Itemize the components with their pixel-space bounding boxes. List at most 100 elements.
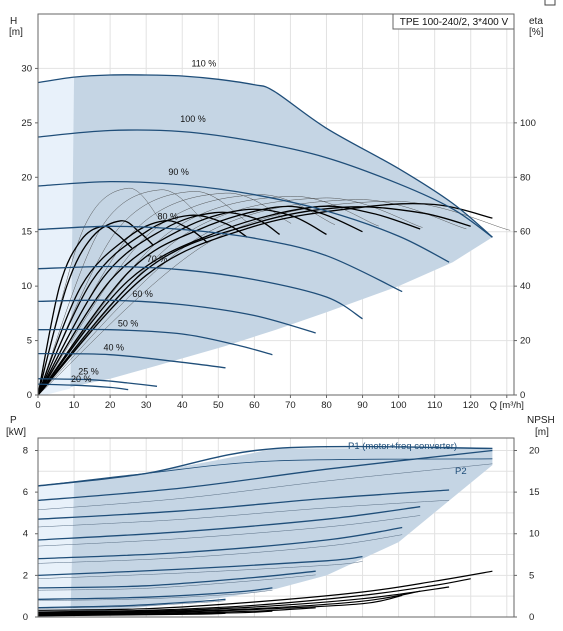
y-axis-tick-label: 10 <box>21 281 32 292</box>
chart-title-box <box>392 13 515 30</box>
npsh-curve <box>37 594 403 616</box>
efficiency-curve <box>37 220 154 396</box>
power-thin-curve <box>37 534 403 564</box>
power-thin-curve <box>37 574 316 591</box>
power-curve <box>37 598 226 609</box>
speed-curve-label: 90 % <box>168 167 189 177</box>
power-axis-ticks: 0 2 4 6 8 0 5 10 15 20 <box>23 445 540 623</box>
efficiency-curve <box>37 206 471 396</box>
speed-curve-label: 50 % <box>118 318 139 328</box>
efficiency-curve <box>37 208 327 396</box>
speed-curve <box>37 328 273 356</box>
x-axis-tick-label: 10 <box>69 400 80 411</box>
y2-axis-label-npsh: NPSH <box>527 415 555 426</box>
efficiency-thin-curve <box>37 200 511 396</box>
x-axis-tick-label: 100 <box>391 400 407 411</box>
power-curve <box>37 587 273 600</box>
efficiency-thin-curve <box>37 196 379 396</box>
speed-curve-label: 70 % <box>147 254 168 264</box>
npsh-curve <box>37 612 226 617</box>
npsh-curve <box>37 578 471 613</box>
efficiency-curve <box>37 205 363 396</box>
y-axis-tick-label: 0 <box>27 390 32 401</box>
y-axis-unit-power: [kW] <box>6 427 26 438</box>
power-curve <box>37 506 421 541</box>
y2-axis-tick-label: 60 <box>520 227 531 238</box>
power-curve <box>37 489 450 520</box>
y-axis-tick-label: 6 <box>23 487 28 498</box>
speed-curve <box>37 74 493 238</box>
npsh-curve <box>37 570 493 611</box>
speed-curve-label: 110 % <box>191 58 216 68</box>
npsh-curve <box>37 586 450 614</box>
power-thin-curve <box>37 499 450 528</box>
y-axis-tick-label: 30 <box>21 63 32 74</box>
speed-curve-label: 100 % <box>180 114 206 124</box>
x-axis-tick-label: 50 <box>213 400 224 411</box>
y-axis-tick-label: 25 <box>21 118 32 129</box>
y2-axis-tick-label: 80 <box>520 172 531 183</box>
y-axis-tick-label: 8 <box>23 445 28 456</box>
operating-area-low-flow <box>38 482 75 617</box>
x-axis-tick-label: 80 <box>321 400 332 411</box>
efficiency-curve <box>37 202 493 396</box>
speed-curve-label: 25 % <box>78 366 99 376</box>
power-thin-curve <box>37 589 273 601</box>
head-plot-frame <box>37 13 515 396</box>
efficiency-curve <box>37 211 280 396</box>
power-curve <box>37 526 403 560</box>
x-axis-tick-label: 20 <box>105 400 116 411</box>
y-axis-tick-label: 0 <box>23 612 28 623</box>
y2-axis-tick-label: 10 <box>529 529 540 540</box>
y-axis-tick-label: 20 <box>21 172 32 183</box>
power-npsh-chart: P [kW] NPSH [m] P1 (motor+freq converter… <box>6 415 555 623</box>
x-axis-tick-label: 40 <box>177 400 188 411</box>
x-axis-tick-label: 30 <box>141 400 152 411</box>
power-plot-frame <box>37 437 515 618</box>
chart-title: TPE 100-240/2, 3*400 V <box>400 17 509 28</box>
y2-axis-label-eta: eta <box>529 16 543 27</box>
efficiency-thin-curve <box>37 189 204 396</box>
operating-area <box>38 448 493 617</box>
efficiency-curve <box>37 205 421 396</box>
y-axis-unit-head: [m] <box>9 27 23 38</box>
speed-curve <box>37 383 129 391</box>
y-axis-tick-label: 5 <box>27 336 32 347</box>
x-axis-tick-label: 90 <box>357 400 368 411</box>
y-axis-label-power: P <box>10 415 17 426</box>
power-thin-curve <box>37 515 421 547</box>
speed-curve <box>37 180 450 263</box>
head-efficiency-chart: 110 %100 %90 %80 %70 %60 %50 %40 %25 %20… <box>9 13 544 411</box>
head-axis-ticks: 0 10 20 30 40 50 60 70 80 90 100 110 120 Q [m³/h]0510… <box>21 63 535 411</box>
x-axis-tick-label: 70 <box>285 400 296 411</box>
y2-axis-unit-npsh: [m] <box>535 427 549 438</box>
speed-curve <box>37 225 403 293</box>
speed-curve <box>37 129 493 238</box>
clipped-legend-marker <box>544 0 556 6</box>
y2-axis-tick-label: 20 <box>529 445 540 456</box>
power-curve <box>37 570 316 589</box>
y2-axis-tick-label: 20 <box>520 336 531 347</box>
x-axis-tick-label: 60 <box>249 400 260 411</box>
y2-axis-tick-label: 5 <box>529 570 534 581</box>
x-axis-tick-label: 110 <box>427 400 442 411</box>
y-axis-label-head: H <box>10 16 17 27</box>
y-axis-tick-label: 4 <box>23 529 28 540</box>
power-thin-curve <box>37 600 226 609</box>
x-axis-tick-label: 0 <box>35 400 40 411</box>
speed-curve <box>37 265 363 320</box>
speed-curve-label: 60 % <box>132 289 153 299</box>
x-axis-tick-label: 120 <box>463 400 479 411</box>
y2-axis-tick-label: 40 <box>520 281 531 292</box>
efficiency-curve <box>37 225 133 396</box>
speed-curve-label: 20 % <box>71 374 92 384</box>
speed-curve <box>37 352 226 369</box>
y2-axis-unit-eta: [%] <box>529 27 544 38</box>
y2-axis-tick-label: 100 <box>520 118 536 129</box>
power-series-p2 <box>37 458 493 487</box>
efficiency-curve <box>37 214 248 396</box>
operating-area <box>38 74 493 396</box>
power-thin-curve <box>37 561 363 579</box>
power-curve <box>37 555 363 577</box>
